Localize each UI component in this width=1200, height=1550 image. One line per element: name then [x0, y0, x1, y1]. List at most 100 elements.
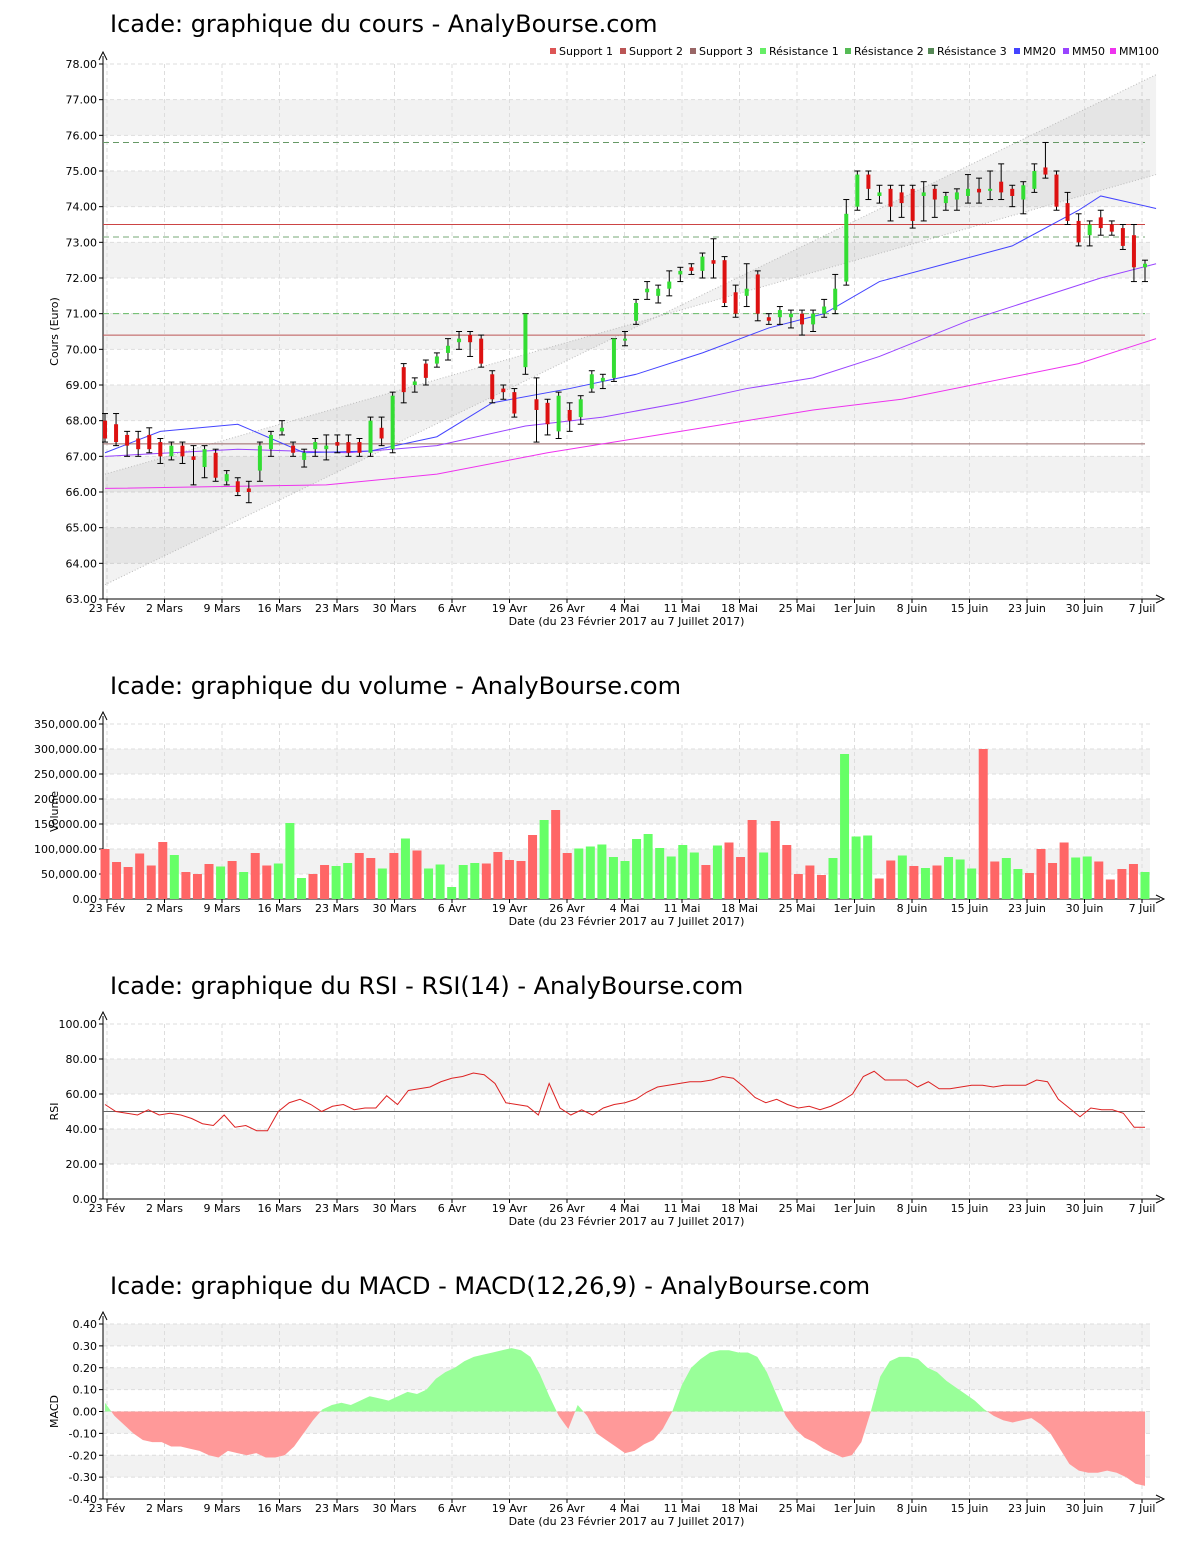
rsi-chart: 0.00 20.00 40.00 60.00 80.00 100.00 23 Fév 2 Ma…	[48, 1010, 1166, 1228]
price-x-tick-label: 23 Juin	[1008, 602, 1046, 615]
macd-x-tick-label: 4 Mai	[610, 1502, 640, 1515]
rsi-x-tick-label: 25 Mai	[779, 1202, 816, 1215]
legend-label: MM20	[1023, 45, 1056, 58]
legend-label: Résistance 2	[854, 45, 924, 58]
candle-body	[379, 427, 384, 439]
rsi-chart-panel: Icade: graphique du RSI - RSI(14) - Anal…	[0, 950, 1200, 1250]
volume-band	[103, 749, 1150, 774]
candle-body	[877, 192, 882, 196]
volume-x-axis-label: Date (du 23 Février 2017 au 7 Juillet 20…	[509, 915, 745, 928]
volume-bar	[204, 864, 214, 899]
candle-body	[1098, 217, 1103, 229]
candle-body	[291, 445, 296, 453]
rsi-x-tick-label: 6 Avr	[438, 1202, 467, 1215]
volume-y-tick-label: 100,000.00	[34, 843, 97, 856]
volume-y-tick-label: 350,000.00	[34, 718, 97, 731]
volume-y-tick-label: 300,000.00	[34, 743, 97, 756]
candle-body	[1131, 235, 1136, 268]
candle-body	[280, 427, 285, 432]
volume-x-tick-label: 15 Juin	[951, 902, 989, 915]
price-y-tick-label: 77.00	[66, 94, 98, 107]
candle-body	[722, 260, 727, 303]
candle-body	[921, 192, 926, 196]
price-x-tick-label: 9 Mars	[204, 602, 241, 615]
candle-body	[600, 377, 605, 382]
macd-band	[103, 1324, 1150, 1346]
price-x-tick-label: 2 Mars	[146, 602, 183, 615]
candle-body	[468, 335, 473, 343]
volume-bar	[424, 868, 434, 899]
volume-bar	[1024, 873, 1034, 899]
candle-body	[844, 213, 849, 282]
volume-bar	[724, 842, 734, 899]
volume-bar	[1048, 863, 1058, 899]
volume-bar	[100, 849, 110, 899]
rsi-x-tick-label: 8 Juin	[897, 1202, 928, 1215]
volume-y-tick-label: 250,000.00	[34, 768, 97, 781]
candle-body	[788, 313, 793, 318]
rsi-x-tick-label: 9 Mars	[204, 1202, 241, 1215]
volume-bar	[296, 878, 306, 899]
volume-bar	[285, 823, 295, 899]
candle-body	[534, 399, 539, 410]
volume-bar	[216, 866, 226, 899]
candle-body	[1143, 263, 1147, 268]
candle-body	[888, 188, 893, 207]
price-chart-title: Icade: graphique du cours - AnalyBourse.…	[110, 10, 658, 38]
price-x-tick-label: 23 Mars	[315, 602, 359, 615]
volume-bar	[1094, 861, 1104, 899]
volume-bar	[528, 835, 538, 899]
volume-x-tick-label: 18 Mai	[721, 902, 758, 915]
volume-bar	[712, 845, 722, 899]
price-x-axis-label: Date (du 23 Février 2017 au 7 Juillet 20…	[509, 615, 745, 628]
candle-body	[943, 195, 948, 204]
volume-bar	[1001, 858, 1011, 899]
macd-chart-title: Icade: graphique du MACD - MACD(12,26,9)…	[110, 1272, 871, 1300]
candle-body	[412, 381, 417, 385]
price-y-tick-label: 72.00	[66, 272, 98, 285]
candle-body	[988, 188, 993, 191]
candle-body	[191, 456, 196, 460]
macd-negative-area	[105, 1411, 1145, 1486]
rsi-x-tick-label: 4 Mai	[610, 1202, 640, 1215]
price-x-tick-label: 6 Avr	[438, 602, 467, 615]
candle-body	[777, 310, 782, 318]
candle-body	[180, 445, 185, 457]
volume-bar	[655, 848, 665, 899]
volume-bar	[782, 845, 792, 899]
macd-x-tick-label: 16 Mars	[258, 1502, 302, 1515]
volume-bar	[239, 872, 249, 899]
candle-body	[401, 367, 406, 393]
macd-x-tick-label: 1er Juin	[833, 1502, 875, 1515]
candle-body	[1120, 228, 1125, 246]
candle-body	[822, 306, 827, 314]
price-x-tick-label: 30 Juin	[1066, 602, 1104, 615]
candle-body	[800, 313, 805, 325]
rsi-y-tick-label: 100.00	[59, 1018, 98, 1031]
rsi-x-tick-label: 23 Juin	[1008, 1202, 1046, 1215]
candle-body	[125, 434, 130, 446]
volume-bar	[389, 853, 399, 899]
rsi-y-tick-label: 40.00	[66, 1123, 98, 1136]
candle-body	[1076, 220, 1081, 243]
candle-body	[667, 281, 672, 289]
price-x-tick-label: 16 Mars	[258, 602, 302, 615]
legend-swatch	[620, 48, 626, 54]
volume-bar	[643, 834, 653, 899]
legend-swatch	[845, 48, 851, 54]
price-band	[103, 527, 1150, 564]
macd-y-tick-label: 0.40	[73, 1318, 98, 1331]
candle-body	[224, 474, 229, 482]
legend-swatch	[928, 48, 934, 54]
price-y-tick-label: 64.00	[66, 557, 98, 570]
candle-body	[755, 274, 760, 314]
volume-x-tick-label: 1er Juin	[833, 902, 875, 915]
candle-body	[235, 481, 240, 492]
volume-x-arrow	[1155, 894, 1166, 904]
price-y-tick-label: 74.00	[66, 201, 98, 214]
volume-bar	[747, 820, 757, 899]
volume-bar	[377, 868, 387, 899]
candle-body	[512, 392, 517, 414]
volume-x-tick-label: 23 Juin	[1008, 902, 1046, 915]
macd-x-tick-label: 30 Juin	[1066, 1502, 1104, 1515]
